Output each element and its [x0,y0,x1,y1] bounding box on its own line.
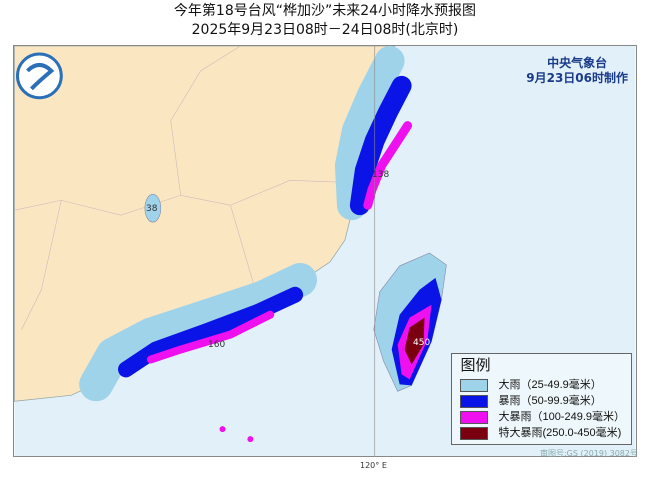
legend-swatch [460,410,489,424]
province-borders [14,46,345,330]
legend-label: 特大暴雨(250.0-450毫米) [498,427,622,439]
lake [144,193,162,223]
legend-label: 大暴雨（100-249.9毫米） [498,411,625,423]
rain-band-south [79,262,318,402]
map-title: 今年第18号台风“桦加沙”未来24小时降水预报图 [173,3,477,19]
taiwan-island [373,252,447,392]
legend-title: 图例 [460,357,491,374]
logo-icon [16,52,63,100]
map-subtitle: 2025年9月23日08时－24日08时(北京时) [191,22,459,38]
legend-item: 大暴雨（100-249.9毫米） [460,409,625,425]
small-islands [219,426,254,443]
legend-swatch [460,378,489,392]
issued-time: 9月23日06时制作 [526,71,628,85]
legend-item: 大雨（25-49.9毫米） [460,377,625,393]
map-canvas [13,45,637,457]
legend-swatch [460,426,489,440]
legend-swatch [460,394,489,408]
label-north: 138 [372,170,390,180]
legend-item: 特大暴雨(250.0-450毫米) [460,425,625,441]
agency-name: 中央气象台 [547,56,608,70]
agency-block: 中央气象台 9月23日06时制作 [526,56,628,86]
legend-label: 大雨（25-49.9毫米） [498,379,602,391]
legend-item: 暴雨（50-99.9毫米） [460,393,625,409]
approval-number: 审图号:GS (2019) 3082号 [539,449,638,458]
longitude-label: 120° E [360,461,387,470]
label-south: 160 [208,340,226,350]
label-taiwan: 450 [413,338,431,348]
legend: 图例 大雨（25-49.9毫米） 暴雨（50-99.9毫米） 大暴雨（100-2… [451,353,632,445]
legend-label: 暴雨（50-99.9毫米） [498,395,602,407]
label-lake: 38 [146,204,158,214]
